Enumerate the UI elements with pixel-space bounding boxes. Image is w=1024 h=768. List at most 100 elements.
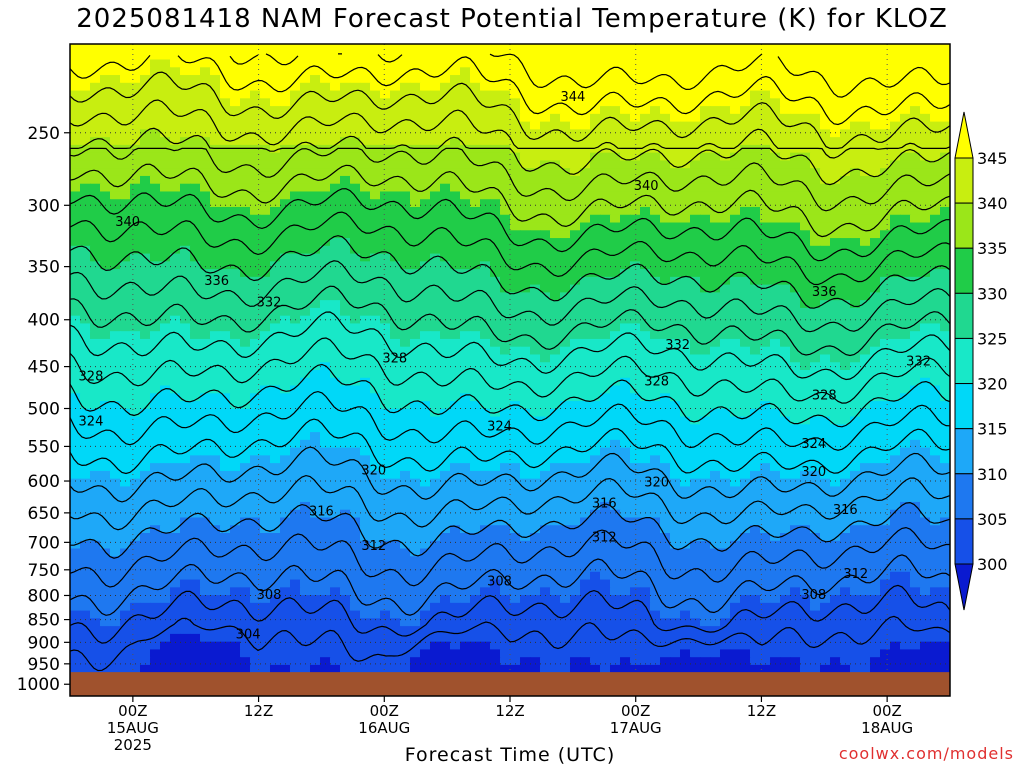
theta-cell [840, 346, 851, 356]
theta-cell [690, 447, 701, 456]
theta-cell [440, 51, 451, 61]
theta-cell [610, 75, 621, 84]
theta-cell [280, 416, 291, 425]
theta-cell [350, 44, 361, 53]
theta-cell [800, 137, 811, 146]
theta-cell [620, 408, 631, 418]
theta-cell [500, 424, 511, 433]
theta-cell [710, 416, 721, 425]
theta-cell [470, 199, 481, 208]
theta-cell [940, 323, 950, 332]
theta-cell [150, 284, 161, 293]
theta-cell [620, 455, 631, 464]
theta-cell [480, 300, 491, 309]
theta-cell [160, 175, 171, 185]
theta-cell [500, 44, 511, 53]
theta-cell [250, 307, 261, 317]
theta-cell [440, 82, 451, 92]
theta-cell [560, 75, 571, 84]
theta-cell [830, 416, 841, 425]
theta-cell [610, 207, 621, 216]
theta-cell [830, 401, 841, 410]
theta-cell [160, 393, 171, 402]
theta-cell [190, 129, 201, 138]
theta-cell [620, 269, 631, 278]
theta-cell [300, 121, 311, 130]
theta-cell [810, 455, 821, 464]
theta-cell [400, 144, 411, 154]
theta-cell [240, 183, 251, 193]
theta-cell [380, 323, 391, 332]
theta-cell [810, 137, 821, 146]
theta-cell [780, 261, 791, 270]
theta-cell [300, 44, 311, 53]
theta-cell [170, 447, 181, 456]
theta-cell [70, 44, 81, 53]
theta-cell [450, 424, 461, 433]
theta-cell [720, 346, 731, 356]
theta-cell [470, 121, 481, 130]
theta-cell [620, 82, 631, 92]
theta-cell [300, 331, 311, 340]
theta-cell [190, 199, 201, 208]
theta-cell [610, 106, 621, 115]
theta-cell [570, 300, 581, 309]
theta-cell [320, 269, 331, 278]
theta-cell [450, 230, 461, 239]
theta-cell [370, 67, 381, 76]
theta-cell [200, 393, 211, 402]
theta-cell [320, 300, 331, 309]
theta-cell [320, 144, 331, 154]
theta-cell [530, 51, 541, 61]
theta-cell [580, 346, 591, 356]
theta-cell [760, 144, 771, 154]
theta-cell [170, 261, 181, 270]
theta-cell [110, 439, 121, 449]
theta-cell [130, 416, 141, 425]
theta-cell [680, 393, 691, 402]
theta-cell [80, 269, 91, 278]
theta-cell [720, 183, 731, 193]
theta-cell [780, 346, 791, 356]
theta-cell [180, 370, 191, 379]
theta-cell [720, 222, 731, 231]
theta-cell [360, 447, 371, 456]
theta-cell [450, 214, 461, 224]
theta-cell [230, 168, 241, 177]
theta-cell [720, 323, 731, 332]
theta-cell [540, 175, 551, 185]
theta-cell [860, 253, 871, 262]
theta-cell [490, 463, 501, 472]
theta-cell [790, 269, 801, 278]
theta-cell [840, 59, 851, 68]
theta-cell [310, 346, 321, 356]
theta-cell [570, 370, 581, 379]
theta-cell [720, 377, 731, 387]
theta-cell [220, 470, 231, 480]
theta-cell [560, 416, 571, 425]
theta-cell [170, 144, 181, 154]
theta-cell [310, 51, 321, 61]
theta-cell [920, 432, 931, 441]
theta-cell [420, 90, 431, 99]
theta-cell [320, 432, 331, 441]
theta-cell [430, 455, 441, 464]
theta-cell [460, 238, 471, 247]
theta-cell [150, 230, 161, 239]
theta-cell [900, 261, 911, 270]
theta-cell [550, 199, 561, 208]
theta-cell [700, 346, 711, 356]
theta-cell [280, 168, 291, 177]
theta-cell [120, 292, 131, 301]
theta-cell [340, 106, 351, 115]
theta-cell [380, 307, 391, 317]
theta-cell [200, 346, 211, 356]
theta-cell [120, 447, 131, 456]
theta-cell [870, 253, 881, 262]
theta-cell [340, 354, 351, 363]
theta-cell [270, 75, 281, 84]
theta-cell [860, 432, 871, 441]
theta-cell [930, 253, 941, 262]
theta-cell [180, 408, 191, 418]
theta-cell [280, 432, 291, 441]
